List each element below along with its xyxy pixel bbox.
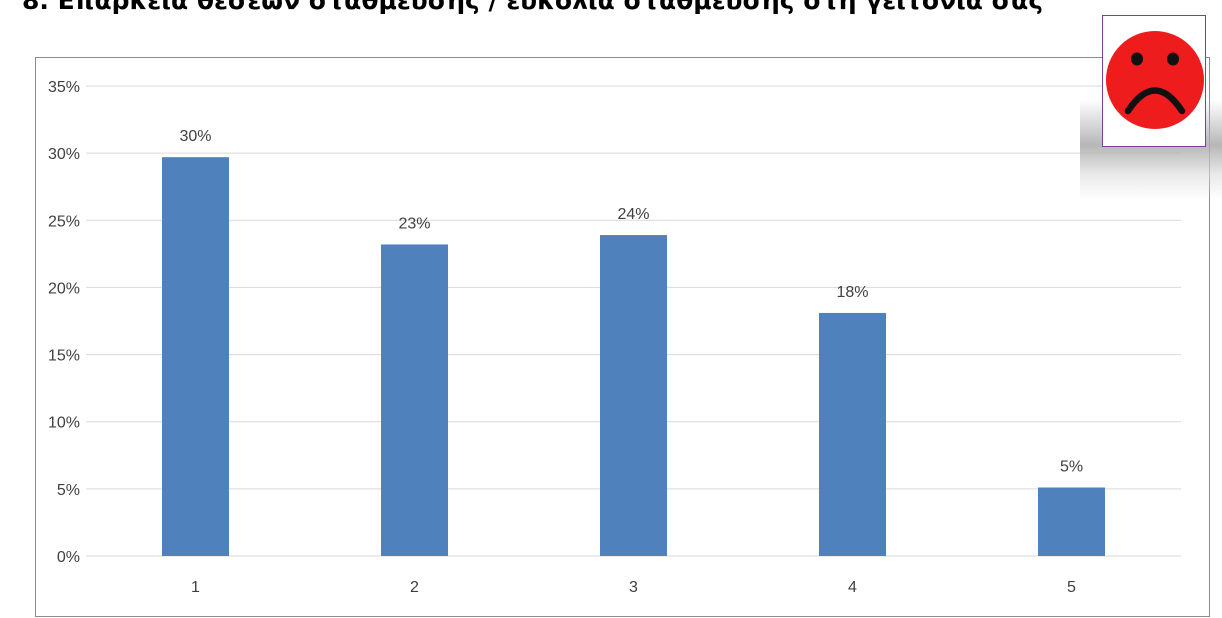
x-tick-label: 1 (191, 579, 200, 596)
bar (162, 157, 229, 556)
y-tick-label: 30% (48, 146, 80, 163)
y-tick-label: 0% (57, 549, 80, 566)
data-label: 24% (617, 206, 649, 223)
sad-face-badge (1102, 15, 1206, 147)
y-tick-label: 5% (57, 482, 80, 499)
sad-face-icon (1106, 31, 1204, 129)
x-tick-label: 2 (410, 579, 419, 596)
x-tick-label: 5 (1067, 579, 1076, 596)
x-tick-label: 4 (848, 579, 857, 596)
bar (819, 312, 886, 556)
data-label: 18% (836, 284, 868, 301)
data-label: 23% (398, 215, 430, 232)
bar (1038, 487, 1105, 556)
data-label: 30% (179, 128, 211, 145)
y-tick-label: 25% (48, 213, 80, 230)
page-title: 8. Επάρκεια θέσεων στάθμευσης / ευκολία … (22, 0, 1044, 15)
bar (600, 235, 667, 557)
data-label: 5% (1060, 459, 1083, 476)
bar-chart: 0% 5% 10% 15% 20% 25% 30% 35% 30% 1 23% 2 24% 3 18% 4 5%… (48, 79, 1181, 596)
y-tick-label: 35% (48, 79, 80, 96)
chart-area: 0% 5% 10% 15% 20% 25% 30% 35% 30% 1 23% 2 24% 3 18% 4 5%… (35, 57, 1210, 617)
y-tick-label: 10% (48, 415, 80, 432)
x-tick-label: 3 (629, 579, 638, 596)
y-tick-label: 20% (48, 280, 80, 297)
bar (381, 244, 448, 556)
y-tick-label: 15% (48, 348, 80, 365)
